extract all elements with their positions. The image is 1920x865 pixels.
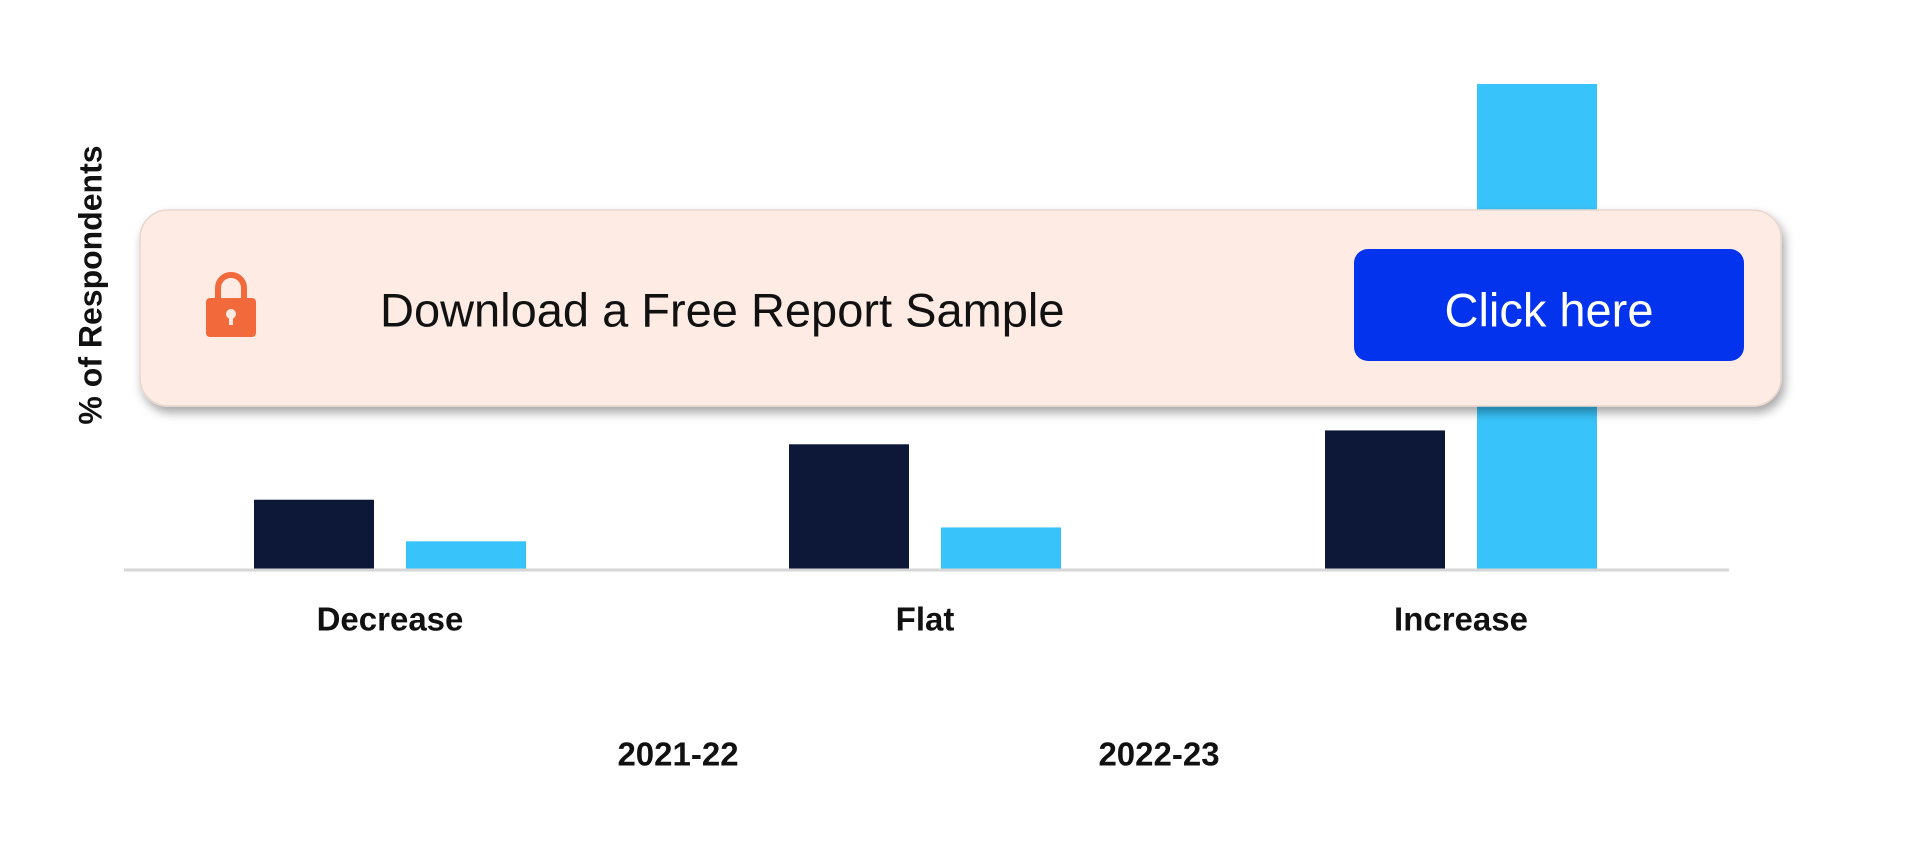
x-tick-label: Increase: [1394, 601, 1528, 638]
legend-label: 2022-23: [1098, 736, 1219, 773]
y-axis-title: % of Respondents: [72, 145, 108, 424]
legend-label: 2021-22: [617, 736, 738, 773]
sample-banner: Download a Free Report Sample Click here: [139, 209, 1782, 407]
bar: [941, 527, 1061, 569]
bar: [254, 499, 374, 569]
lock-icon: [206, 272, 256, 337]
bar: [406, 541, 526, 569]
button-label[interactable]: Click here: [1445, 283, 1654, 336]
banner-text: Download a Free Report Sample: [380, 283, 1064, 336]
x-tick-label: Decrease: [317, 601, 464, 638]
bar: [1325, 430, 1445, 569]
x-tick-label: Flat: [896, 601, 955, 638]
button-background[interactable]: [1354, 249, 1744, 361]
click-here-button[interactable]: Click here: [1354, 249, 1744, 361]
bar: [789, 444, 909, 569]
legend: 2021-22 2022-23: [617, 736, 1219, 773]
